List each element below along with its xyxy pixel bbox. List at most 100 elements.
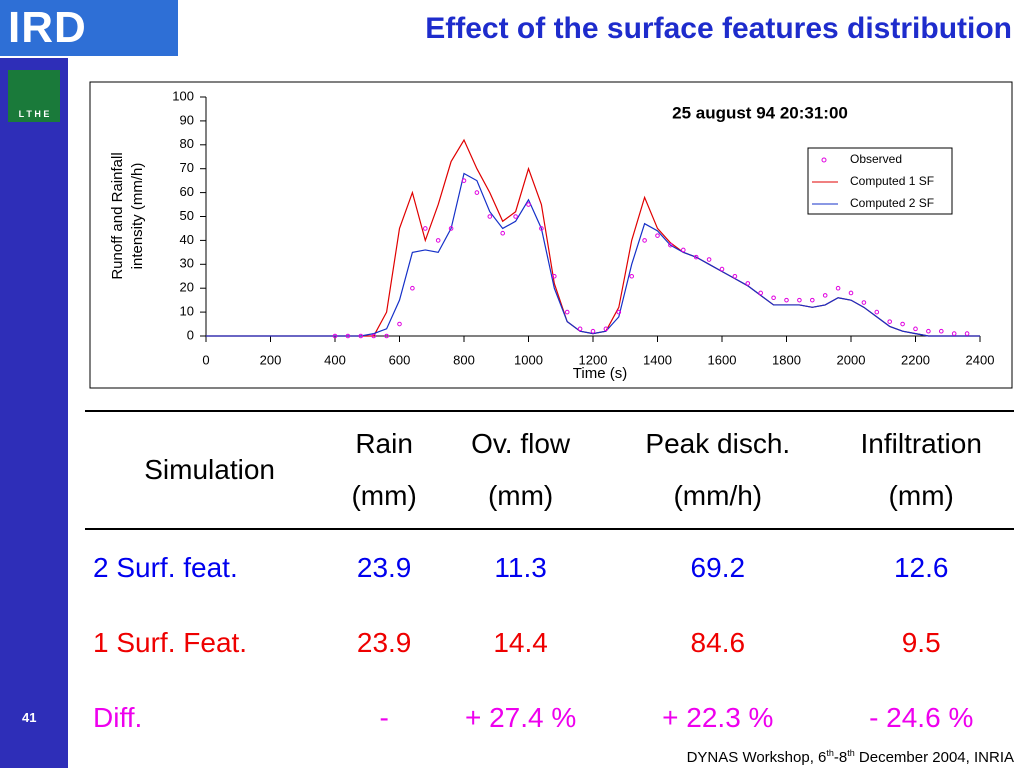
logo: IRD [0, 0, 178, 56]
x-tick-label: 600 [389, 352, 411, 367]
observed-point [526, 202, 531, 207]
observed-point [603, 326, 609, 332]
x-tick-label: 1600 [708, 352, 737, 367]
header-text: Simulation [144, 454, 275, 485]
legend-label: Computed 1 SF [850, 174, 934, 188]
legend-label: Observed [850, 152, 902, 166]
y-tick-label: 80 [180, 136, 194, 151]
x-tick-label: 400 [324, 352, 346, 367]
chart-annotation: 25 august 94 20:31:00 [672, 103, 848, 122]
observed-point [964, 331, 970, 336]
table-cell: + 27.4 % [464, 701, 577, 733]
observed-point [719, 266, 725, 272]
observed-point [939, 328, 944, 334]
header-text: Rain [355, 428, 413, 459]
observed-point [474, 190, 480, 195]
table-cell: 84.6 [690, 626, 746, 658]
observed-point [539, 226, 544, 231]
table-cell: 2 Surf. feat. [93, 551, 238, 583]
x-tick-label: 2400 [966, 352, 995, 367]
x-tick-label: 2000 [837, 352, 866, 367]
table-cell: 23.9 [356, 551, 412, 583]
x-tick-label: 1000 [514, 352, 543, 367]
observed-point [358, 333, 364, 339]
observed-point [822, 293, 828, 298]
observed-point [887, 319, 893, 324]
footer-text: -8 [833, 749, 848, 766]
observed-point [797, 297, 802, 303]
header-text: (mm/h) [673, 480, 763, 511]
table-row: 2 Surf. feat. 23.9 11.3 69.2 12.6 [85, 529, 1014, 605]
header-text: (mm) [888, 480, 954, 511]
y-tick-label: 0 [187, 327, 194, 342]
table-cell: - 24.6 % [869, 701, 974, 733]
observed-point [926, 328, 931, 334]
y-axis-label: Runoff and Rainfall [109, 152, 126, 279]
observed-point [900, 321, 905, 327]
observed-point [951, 331, 957, 336]
column-header: Rain (mm) [334, 410, 435, 530]
table-cell: 11.3 [494, 551, 547, 583]
y-tick-label: 60 [180, 184, 194, 199]
observed-point [642, 238, 647, 243]
observed-point [564, 309, 570, 315]
header-text: Infiltration [860, 428, 982, 459]
x-tick-label: 2200 [901, 352, 930, 367]
table-cell: 12.6 [893, 551, 949, 583]
observed-point [513, 214, 518, 219]
observed-point [577, 326, 583, 332]
legend-label: Computed 2 SF [850, 196, 934, 210]
observed-point [668, 242, 673, 248]
observed-point [758, 290, 764, 296]
observed-point [784, 297, 789, 303]
series-line [206, 172, 980, 337]
observed-point [384, 333, 389, 339]
observed-point [861, 300, 867, 305]
observed-point [332, 333, 338, 339]
chart-frame [89, 81, 1013, 389]
y-tick-label: 30 [180, 256, 194, 271]
x-tick-label: 1800 [772, 352, 801, 367]
observed-point [745, 281, 751, 286]
lthe-logo: L T H E [8, 70, 60, 122]
chart: 25 august 94 20:31:00 Runoff and Rainfal… [89, 81, 1013, 389]
observed-point [397, 321, 402, 327]
footer: DYNAS Workshop, 6th-8th December 2004, I… [687, 748, 1014, 766]
observed-point [448, 226, 454, 231]
observed-point [732, 273, 738, 279]
observed-point [461, 178, 467, 183]
table-cell: 14.4 [493, 626, 548, 658]
header-text: (mm) [351, 480, 417, 511]
observed-point [487, 214, 493, 219]
y-tick-label: 90 [180, 112, 194, 127]
table-cell: 1 Surf. Feat. [93, 626, 248, 658]
legend-marker [821, 157, 827, 163]
x-tick-label: 1400 [643, 352, 672, 367]
observed-point [835, 285, 841, 291]
x-tick-label: 800 [453, 352, 475, 367]
sidebar [0, 58, 68, 768]
table-cell: + 22.3 % [662, 701, 774, 733]
footer-text: DYNAS Workshop, 6 [686, 749, 827, 766]
observed-point [913, 326, 918, 332]
table-cell: 9.5 [901, 626, 941, 658]
y-tick-label: 100 [172, 88, 194, 103]
y-tick-label: 10 [180, 304, 194, 319]
x-axis-label: Time (s) [573, 365, 627, 382]
table-cell: - [379, 701, 389, 733]
observed-point [435, 238, 441, 243]
observed-point [423, 226, 428, 231]
observed-point [810, 297, 815, 303]
column-header: Peak disch. (mm/h) [607, 410, 829, 530]
legend-box [807, 147, 953, 215]
observed-point [616, 309, 622, 315]
observed-point [681, 247, 686, 253]
footer-text: December 2004, INRIA [854, 749, 1014, 766]
page-number: 41 [22, 710, 37, 725]
header-text: (mm) [487, 480, 554, 511]
table-cell: 69.2 [690, 551, 746, 583]
column-header: Simulation [85, 410, 335, 530]
table-row: Diff. - + 27.4 % + 22.3 % - 24.6 % [85, 680, 1014, 755]
y-tick-label: 70 [180, 160, 194, 175]
